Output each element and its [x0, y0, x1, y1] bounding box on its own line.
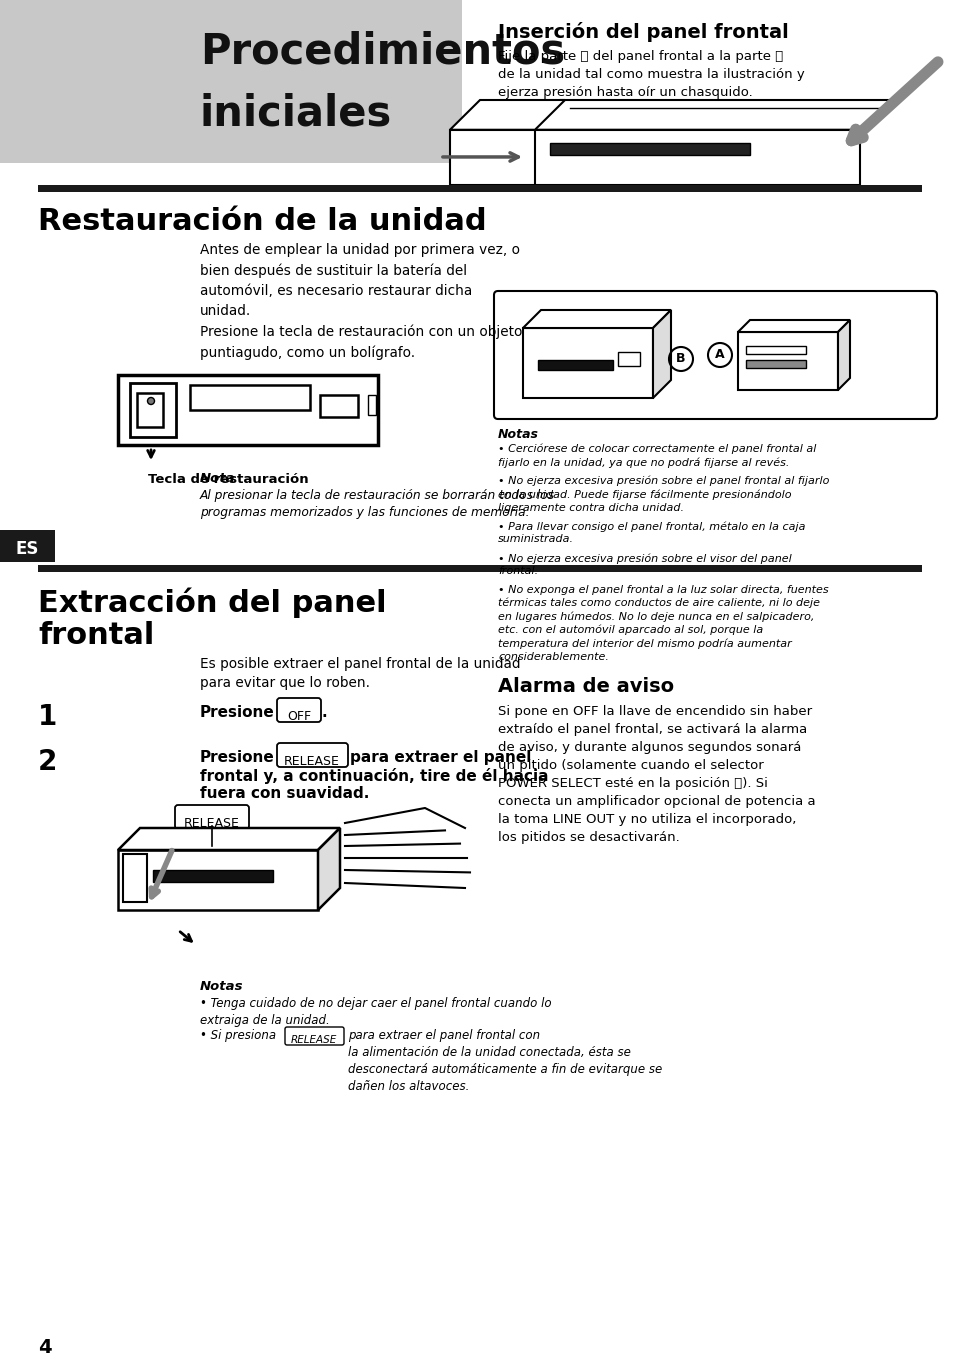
Text: • No exponga el panel frontal a la luz solar directa, fuentes
térmicas tales com: • No exponga el panel frontal a la luz s… [497, 585, 828, 661]
Text: • Si presiona: • Si presiona [200, 1028, 275, 1042]
Text: OFF: OFF [287, 710, 311, 724]
Bar [130, 383, 175, 438]
Text: 1: 1 [38, 703, 57, 730]
Text: 2: 2 [38, 748, 57, 776]
Text: Procedimientos: Procedimientos [200, 30, 565, 72]
Bar [38, 565, 921, 572]
Polygon shape [530, 130, 859, 186]
Text: Notas: Notas [497, 428, 538, 440]
Text: Inserción del panel frontal: Inserción del panel frontal [497, 22, 788, 42]
Text: Nota: Nota [200, 472, 235, 485]
Bar [38, 186, 921, 192]
Text: • No ejerza excesiva presión sobre el panel frontal al fijarlo
en la unidad. Pue: • No ejerza excesiva presión sobre el pa… [497, 476, 828, 512]
Text: Es posible extraer el panel frontal de la unidad
para evitar que lo roben.: Es posible extraer el panel frontal de l… [200, 657, 520, 691]
Bar [0, 530, 55, 562]
Text: • Cerciórese de colocar correctamente el panel frontal al
fijarlo en la unidad, : • Cerciórese de colocar correctamente el… [497, 444, 816, 467]
Bar [123, 854, 147, 902]
Text: A: A [715, 348, 724, 362]
Polygon shape [652, 310, 670, 398]
Text: B: B [676, 352, 685, 366]
Text: Fije la parte Ⓐ del panel frontal a la parte Ⓑ
de la unidad tal como muestra la : Fije la parte Ⓐ del panel frontal a la p… [497, 50, 804, 99]
Polygon shape [450, 130, 535, 186]
Text: RELEASE: RELEASE [284, 755, 339, 768]
Text: Tecla de restauración: Tecla de restauración [148, 473, 308, 486]
Bar [152, 870, 273, 882]
FancyBboxPatch shape [285, 1027, 344, 1045]
Bar [0, 0, 461, 163]
Text: • Para llevar consigo el panel frontal, métalo en la caja
suministrada.: • Para llevar consigo el panel frontal, … [497, 522, 804, 545]
Text: RELEASE: RELEASE [291, 1035, 336, 1045]
Bar [118, 850, 317, 911]
Text: Si pone en OFF la llave de encendido sin haber
extraído el panel frontal, se act: Si pone en OFF la llave de encendido sin… [497, 705, 815, 844]
Bar [368, 396, 375, 415]
Polygon shape [530, 100, 889, 130]
Text: para extraer el panel: para extraer el panel [350, 751, 531, 766]
FancyBboxPatch shape [276, 698, 320, 722]
Text: Alarma de aviso: Alarma de aviso [497, 678, 674, 696]
Polygon shape [837, 320, 849, 390]
FancyBboxPatch shape [276, 743, 348, 767]
Text: RELEASE: RELEASE [184, 817, 240, 831]
Polygon shape [317, 828, 339, 911]
Polygon shape [738, 320, 849, 332]
Text: Presione: Presione [200, 705, 274, 720]
Text: 4: 4 [38, 1337, 51, 1355]
Bar [137, 393, 163, 427]
Text: iniciales: iniciales [200, 92, 392, 134]
FancyBboxPatch shape [494, 291, 936, 419]
Text: para extraer el panel frontal con
la alimentación de la unidad conectada, ésta s: para extraer el panel frontal con la ali… [348, 1028, 661, 1093]
Text: ES: ES [15, 541, 39, 558]
Bar [118, 375, 377, 444]
Text: fuera con suavidad.: fuera con suavidad. [200, 786, 369, 801]
Polygon shape [450, 100, 564, 130]
Bar [550, 142, 749, 154]
Bar [745, 360, 805, 369]
Text: Extracción del panel: Extracción del panel [38, 587, 386, 618]
Text: Notas: Notas [200, 980, 243, 993]
Text: frontal y, a continuación, tire de él hacia: frontal y, a continuación, tire de él ha… [200, 768, 548, 785]
Polygon shape [522, 310, 670, 328]
Text: • No ejerza excesiva presión sobre el visor del panel
frontal.: • No ejerza excesiva presión sobre el vi… [497, 553, 791, 576]
Bar [319, 396, 357, 417]
Bar [537, 360, 613, 370]
Text: Antes de emplear la unidad por primera vez, o
bien después de sustituir la bater: Antes de emplear la unidad por primera v… [200, 243, 522, 359]
Polygon shape [118, 828, 339, 850]
Text: frontal: frontal [38, 621, 154, 650]
Text: Al presionar la tecla de restauración se borrarán todos los
programas memorizado: Al presionar la tecla de restauración se… [200, 489, 555, 519]
Text: Restauración de la unidad: Restauración de la unidad [38, 207, 486, 236]
Bar [738, 332, 837, 390]
Text: .: . [322, 705, 327, 720]
Text: Presione: Presione [200, 751, 274, 766]
Bar [190, 385, 310, 411]
Bar [745, 346, 805, 354]
Bar [522, 328, 652, 398]
Bar [618, 352, 639, 366]
FancyBboxPatch shape [174, 805, 249, 829]
Circle shape [148, 397, 154, 405]
Text: • Tenga cuidado de no dejar caer el panel frontal cuando lo
extraiga de la unida: • Tenga cuidado de no dejar caer el pane… [200, 997, 551, 1027]
